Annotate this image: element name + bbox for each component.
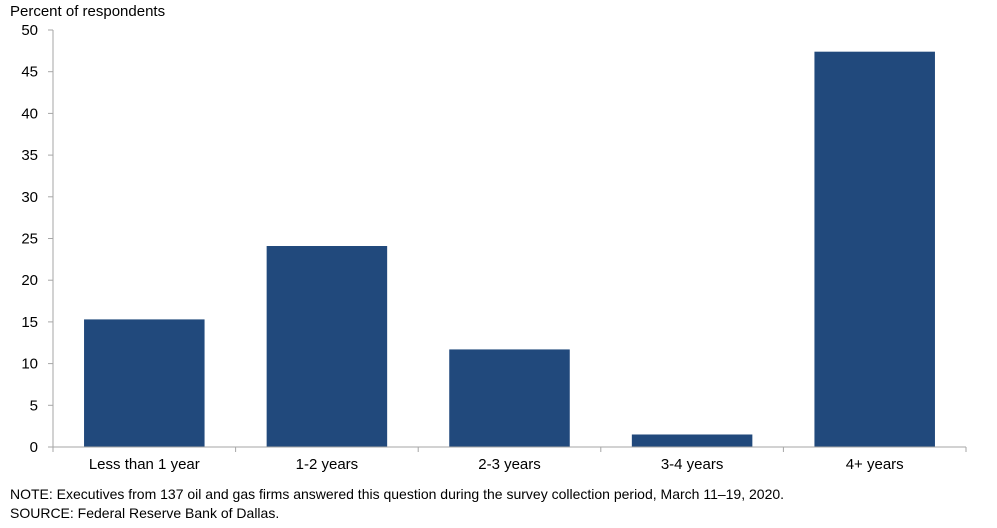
y-axis: 0 5 10 15 20 25 30 35 40 45 50 — [21, 22, 54, 456]
y-tick-label: 25 — [21, 231, 38, 248]
y-tick-label: 10 — [21, 356, 38, 373]
footnote: NOTE: Executives from 137 oil and gas fi… — [10, 486, 785, 502]
y-tick-label: 20 — [21, 272, 38, 289]
y-tick-label: 5 — [30, 397, 38, 414]
source-line: SOURCE: Federal Reserve Bank of Dallas. — [10, 505, 280, 521]
chart-footer: NOTE: Executives from 137 oil and gas fi… — [10, 485, 784, 523]
y-tick-label: 0 — [30, 439, 38, 456]
y-tick-label: 35 — [21, 147, 38, 164]
bar — [84, 319, 205, 447]
x-tick-label: 3-4 years — [661, 456, 724, 473]
y-axis-title: Percent of respondents — [10, 3, 165, 20]
x-axis: Less than 1 year 1-2 years 2-3 years 3-4 ye… — [52, 446, 967, 473]
y-tick-label: 15 — [21, 314, 38, 331]
y-tick-label: 30 — [21, 189, 38, 206]
y-tick-label: 50 — [21, 22, 38, 39]
bar — [266, 246, 388, 447]
bar — [449, 349, 570, 447]
y-tick-label: 45 — [21, 64, 38, 81]
bar — [631, 434, 753, 447]
bar-series — [84, 51, 935, 448]
x-tick-label: 2-3 years — [478, 456, 541, 473]
x-tick-label: 1-2 years — [296, 456, 359, 473]
y-tick-label: 40 — [21, 105, 38, 122]
x-tick-label: Less than 1 year — [89, 456, 200, 473]
bar — [814, 51, 935, 448]
x-tick-label: 4+ years — [846, 456, 904, 473]
